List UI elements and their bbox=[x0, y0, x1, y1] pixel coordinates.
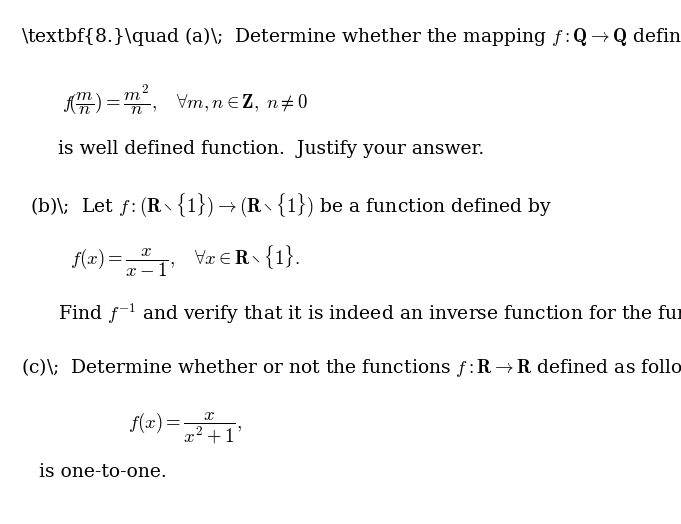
Text: $f\!\left(\dfrac{m}{n}\right) = \dfrac{m^2}{n}, \quad \forall m, n \in \mathbf{Z: $f\!\left(\dfrac{m}{n}\right) = \dfrac{m… bbox=[63, 82, 308, 117]
Text: Find $f^{-1}$ and verify that it is indeed an inverse function for the function : Find $f^{-1}$ and verify that it is inde… bbox=[59, 301, 681, 326]
Text: (b)\;  Let $f: (\mathbf{R} \setminus \{1\}) \rightarrow (\mathbf{R} \setminus \{: (b)\; Let $f: (\mathbf{R} \setminus \{1\… bbox=[30, 192, 552, 219]
Text: \textbf{8.}\quad (a)\;  Determine whether the mapping $f: \mathbf{Q} \rightarrow: \textbf{8.}\quad (a)\; Determine whether… bbox=[21, 25, 681, 48]
Text: is one-to-one.: is one-to-one. bbox=[39, 463, 166, 481]
Text: $f(x) = \dfrac{x}{x^2+1},$: $f(x) = \dfrac{x}{x^2+1},$ bbox=[128, 410, 242, 446]
Text: (c)\;  Determine whether or not the functions $f: \mathbf{R} \rightarrow \mathbf: (c)\; Determine whether or not the funct… bbox=[21, 356, 681, 379]
Text: is well defined function.  Justify your answer.: is well defined function. Justify your a… bbox=[59, 139, 485, 158]
Text: $f(x) = \dfrac{x}{x-1}, \quad \forall x \in \mathbf{R} \setminus \{1\}.$: $f(x) = \dfrac{x}{x-1}, \quad \forall x … bbox=[70, 244, 300, 279]
